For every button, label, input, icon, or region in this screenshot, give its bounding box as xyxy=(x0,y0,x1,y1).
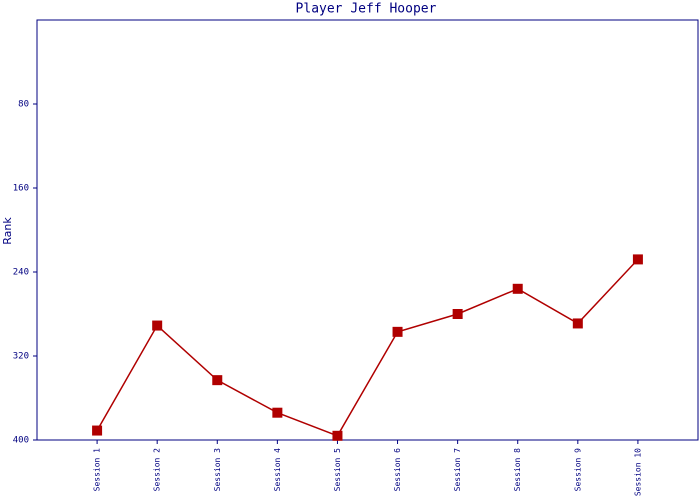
point-marker xyxy=(92,425,103,436)
x-tick-label: Session 6 xyxy=(393,448,402,492)
x-tick-label: Session 5 xyxy=(333,448,342,492)
x-tick-label: Session 9 xyxy=(573,448,582,492)
x-tick-label: Session 8 xyxy=(513,448,522,492)
point-marker xyxy=(572,318,583,329)
plot-frame xyxy=(36,19,699,441)
chart-title: Player Jeff Hooper xyxy=(296,2,437,17)
x-tick-label: Session 2 xyxy=(153,448,162,492)
x-tick-label: Session 7 xyxy=(453,448,462,492)
y-tick-label: 240 xyxy=(13,268,29,278)
point-marker xyxy=(452,309,463,319)
point-marker xyxy=(272,407,283,418)
series-line xyxy=(96,258,639,437)
point-marker xyxy=(152,320,163,331)
point-marker xyxy=(512,283,523,294)
x-tick-label: Session 4 xyxy=(273,448,282,492)
y-tick-label: 160 xyxy=(13,184,29,194)
y-tick-label: 80 xyxy=(18,100,29,110)
point-marker xyxy=(332,430,343,441)
y-tick-label: 400 xyxy=(13,436,29,446)
y-axis-label: Rank xyxy=(1,217,14,245)
point-marker xyxy=(392,326,403,337)
point-marker xyxy=(212,375,223,386)
x-tick-label: Session 1 xyxy=(93,448,102,492)
x-tick-label: Session 3 xyxy=(213,448,222,492)
point-marker xyxy=(632,254,643,265)
y-tick-label: 320 xyxy=(13,352,29,362)
x-tick-label: Session 10 xyxy=(633,448,642,496)
